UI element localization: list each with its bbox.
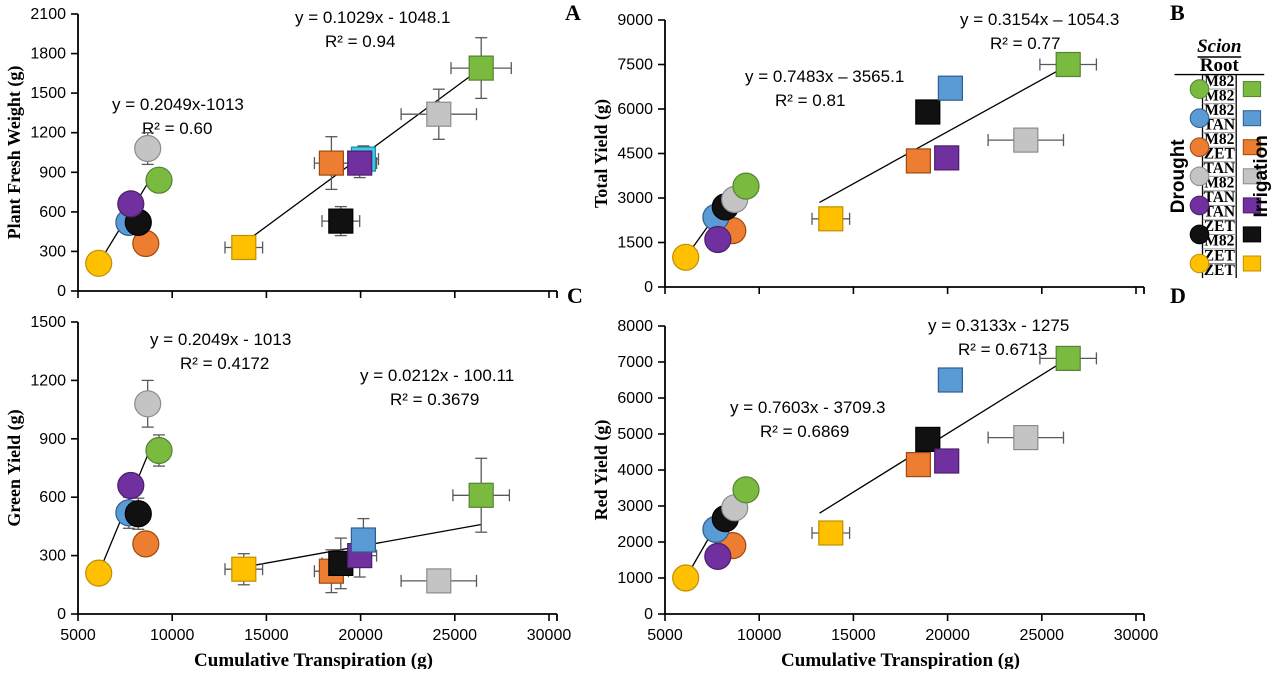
svg-text:y = 0.7483x – 3565.1: y = 0.7483x – 3565.1: [745, 67, 904, 86]
svg-text:0: 0: [57, 606, 66, 623]
svg-text:6000: 6000: [617, 101, 653, 118]
svg-text:y = 0.1029x - 1048.1: y = 0.1029x - 1048.1: [295, 8, 450, 27]
svg-text:y = 0.3154x – 1054.3: y = 0.3154x – 1054.3: [960, 10, 1119, 29]
svg-text:900: 900: [39, 164, 66, 181]
svg-text:y = 0.3133x - 1275: y = 0.3133x - 1275: [928, 316, 1069, 335]
svg-text:30000: 30000: [527, 627, 572, 644]
svg-text:0: 0: [644, 606, 653, 623]
svg-text:2000: 2000: [617, 534, 653, 551]
svg-text:10000: 10000: [737, 627, 782, 644]
svg-text:C: C: [567, 283, 583, 308]
svg-text:Cumulative Transpiration (g): Cumulative Transpiration (g): [781, 650, 1020, 669]
svg-text:Scion: Scion: [1197, 36, 1241, 57]
svg-text:300: 300: [39, 548, 66, 565]
svg-text:Total Yield (g): Total Yield (g): [591, 99, 612, 208]
svg-text:30000: 30000: [1114, 627, 1159, 644]
svg-text:1500: 1500: [30, 85, 66, 102]
svg-text:Green Yield (g): Green Yield (g): [4, 409, 25, 526]
svg-text:10000: 10000: [150, 627, 195, 644]
svg-text:1000: 1000: [617, 570, 653, 587]
svg-text:1200: 1200: [30, 372, 66, 389]
svg-text:900: 900: [39, 431, 66, 448]
svg-text:25000: 25000: [1020, 627, 1065, 644]
svg-text:R² = 0.94: R² = 0.94: [325, 32, 395, 51]
svg-text:9000: 9000: [617, 12, 653, 29]
svg-text:3000: 3000: [617, 190, 653, 207]
svg-text:15000: 15000: [831, 627, 876, 644]
svg-text:300: 300: [39, 243, 66, 260]
svg-text:Plant Fresh Weight (g): Plant Fresh Weight (g): [4, 66, 25, 240]
svg-text:3000: 3000: [617, 498, 653, 515]
svg-text:15000: 15000: [244, 627, 289, 644]
svg-text:5000: 5000: [60, 627, 96, 644]
svg-text:R² = 0.4172: R² = 0.4172: [180, 354, 269, 373]
svg-text:D: D: [1170, 283, 1186, 308]
svg-text:1800: 1800: [30, 46, 66, 63]
svg-text:8000: 8000: [617, 318, 653, 335]
svg-text:Drought: Drought: [1168, 139, 1189, 214]
svg-text:Irrigation: Irrigation: [1251, 135, 1272, 217]
svg-text:y = 0.2049x - 1013: y = 0.2049x - 1013: [150, 330, 291, 349]
svg-text:Red Yield (g): Red Yield (g): [591, 420, 612, 521]
svg-text:0: 0: [57, 283, 66, 300]
svg-text:4000: 4000: [617, 462, 653, 479]
svg-text:Cumulative Transpiration (g): Cumulative Transpiration (g): [194, 650, 433, 669]
svg-text:6000: 6000: [617, 390, 653, 407]
svg-text:R² = 0.3679: R² = 0.3679: [390, 390, 479, 409]
svg-text:0: 0: [644, 279, 653, 296]
svg-text:y = 0.0212x - 100.11: y = 0.0212x - 100.11: [360, 366, 514, 385]
svg-text:R² = 0.6869: R² = 0.6869: [760, 422, 849, 441]
svg-text:A: A: [565, 0, 581, 25]
svg-text:R² = 0.60: R² = 0.60: [142, 119, 212, 138]
svg-text:y = 0.7603x - 3709.3: y = 0.7603x - 3709.3: [730, 398, 885, 417]
svg-text:B: B: [1170, 0, 1185, 25]
svg-text:20000: 20000: [338, 627, 383, 644]
svg-text:1500: 1500: [617, 235, 653, 252]
svg-text:1200: 1200: [30, 125, 66, 142]
svg-text:R² = 0.81: R² = 0.81: [775, 91, 845, 110]
svg-text:R² = 0.6713: R² = 0.6713: [958, 340, 1047, 359]
svg-text:R² = 0.77: R² = 0.77: [990, 34, 1060, 53]
svg-text:600: 600: [39, 204, 66, 221]
svg-text:y = 0.2049x-1013: y = 0.2049x-1013: [112, 95, 244, 114]
svg-text:5000: 5000: [617, 426, 653, 443]
svg-text:25000: 25000: [433, 627, 478, 644]
svg-text:600: 600: [39, 489, 66, 506]
svg-text:1500: 1500: [30, 314, 66, 331]
svg-text:2100: 2100: [30, 6, 66, 23]
svg-text:20000: 20000: [925, 627, 970, 644]
svg-text:5000: 5000: [647, 627, 683, 644]
svg-text:4500: 4500: [617, 146, 653, 163]
svg-text:7500: 7500: [617, 57, 653, 74]
svg-text:7000: 7000: [617, 354, 653, 371]
